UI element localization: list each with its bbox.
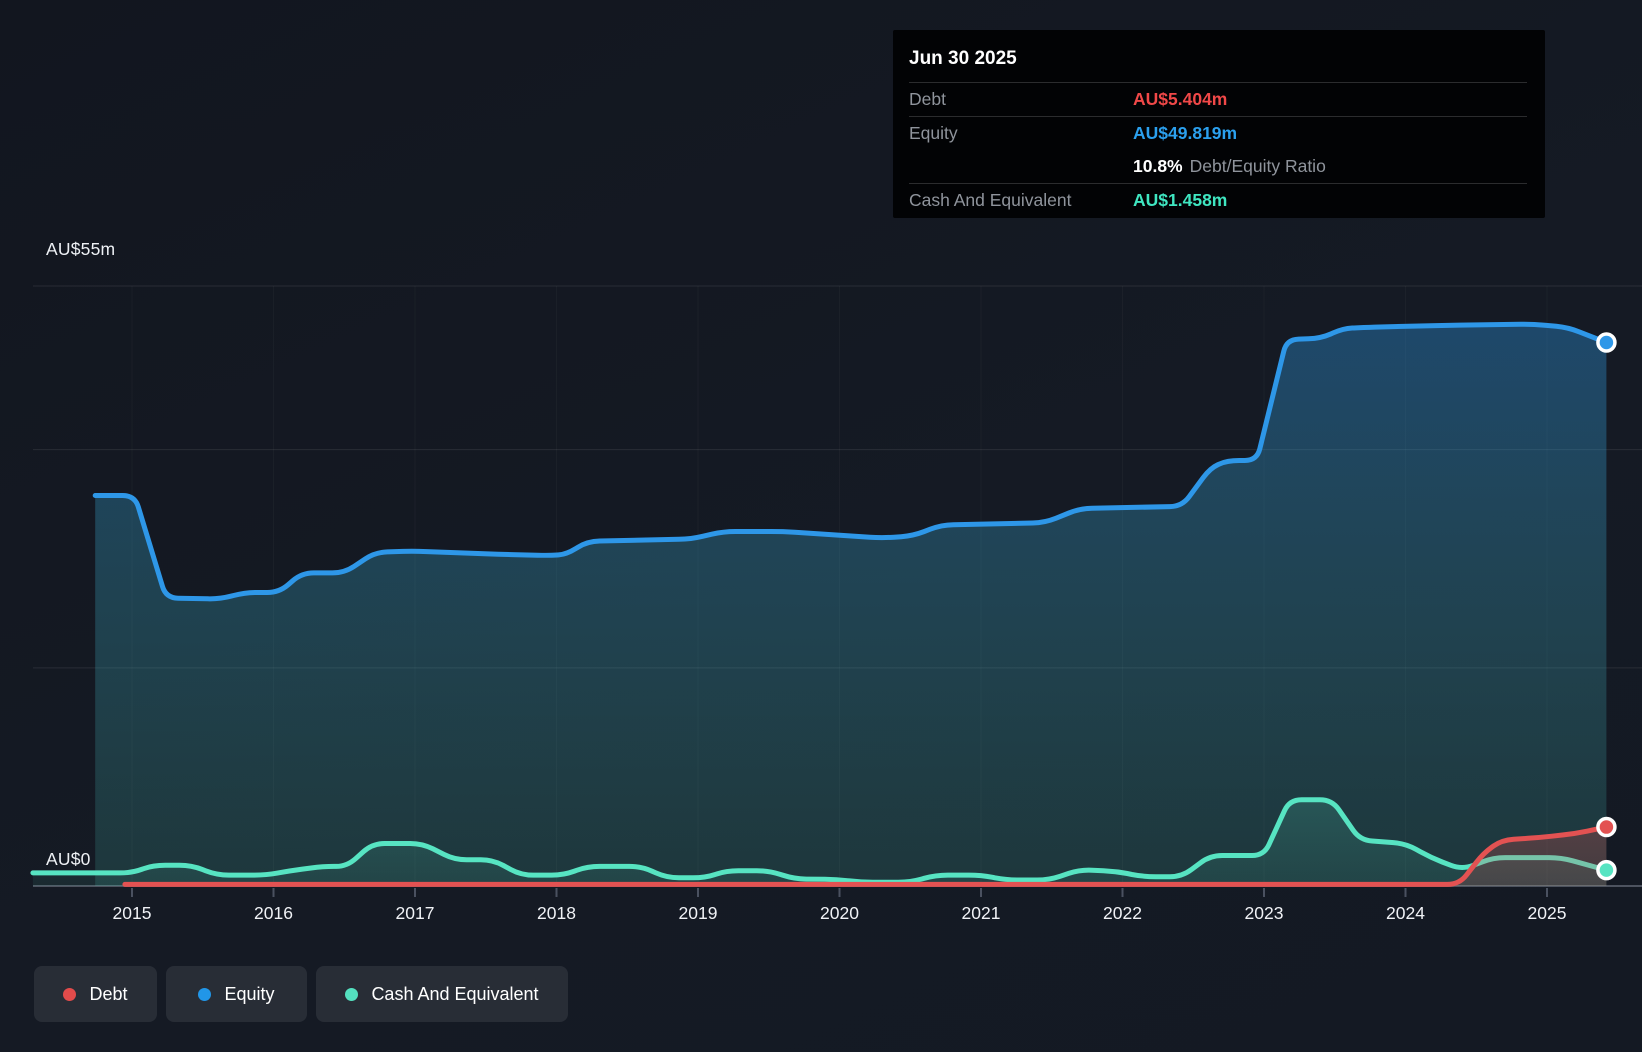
legend-toggle-debt[interactable]: Debt xyxy=(34,966,157,1022)
legend-debt-label: Debt xyxy=(89,983,128,1004)
legend-equity-label: Equity xyxy=(224,983,275,1004)
y-axis-zero-label: AU$0 xyxy=(46,849,91,869)
debt-series-dot-icon xyxy=(63,987,77,1001)
tooltip-cash-label: Cash And Equivalent xyxy=(909,190,1072,210)
equity-area xyxy=(95,324,1607,887)
tooltip-debt-value: AU$5.404m xyxy=(1133,89,1228,109)
tooltip-row-debt: Debt AU$5.404m xyxy=(909,82,1527,116)
legend-cash-label: Cash And Equivalent xyxy=(371,983,539,1004)
y-axis-max-label: AU$55m xyxy=(46,239,116,259)
equity-line xyxy=(92,321,1609,602)
debt-end-marker xyxy=(1596,816,1617,838)
debt-line xyxy=(122,824,1609,887)
cash-series-dot-icon xyxy=(345,987,359,1001)
tooltip-row-equity: Equity AU$49.819m xyxy=(909,116,1527,150)
legend-toggle-cash[interactable]: Cash And Equivalent xyxy=(316,966,568,1022)
cash-and-equivalent-area xyxy=(32,799,1607,886)
legend-toggle-equity[interactable]: Equity xyxy=(166,966,307,1022)
tooltip-ratio-label: Debt/Equity Ratio xyxy=(1189,156,1326,176)
tooltip-row-ratio: 10.8% Debt/Equity Ratio xyxy=(909,150,1527,183)
tooltip-cash-value: AU$1.458m xyxy=(1133,190,1228,210)
tooltip-equity-value: AU$49.819m xyxy=(1133,123,1238,143)
tooltip-ratio-value: 10.8% xyxy=(1133,156,1183,176)
chart-legend: Debt Equity Cash And Equivalent xyxy=(34,966,568,1022)
cash-and-equivalent-line xyxy=(30,797,1609,885)
chart-tooltip: Jun 30 2025 Debt AU$5.404m Equity AU$49.… xyxy=(893,30,1545,218)
tooltip-equity-label: Equity xyxy=(909,123,958,143)
tooltip-row-cash: Cash And Equivalent AU$1.458m xyxy=(909,183,1527,217)
cash-and-equivalent-end-marker xyxy=(1596,859,1617,881)
equity-end-marker xyxy=(1596,332,1617,353)
tooltip-date: Jun 30 2025 xyxy=(909,48,1017,69)
tooltip-debt-label: Debt xyxy=(909,89,946,109)
equity-series-dot-icon xyxy=(198,987,212,1001)
